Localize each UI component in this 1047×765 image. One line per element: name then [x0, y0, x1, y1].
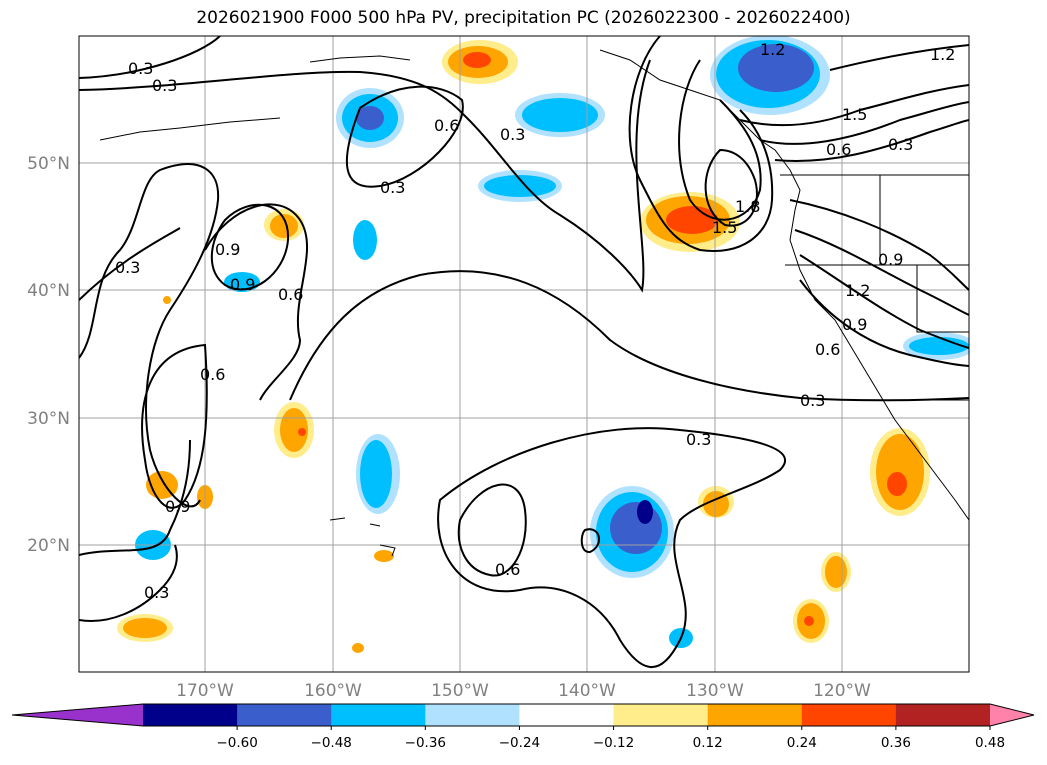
contour-label: 1.8: [735, 197, 760, 216]
contour-label: 0.3: [115, 258, 140, 277]
colorbar-tick-label: −0.12: [593, 735, 634, 751]
contour-label: 0.6: [826, 140, 851, 159]
colorbar-tick-label: −0.60: [216, 735, 257, 751]
contour-label: 0.9: [165, 497, 190, 516]
colorbar-tick-label: 0.36: [881, 735, 911, 751]
colorbar-box: [143, 704, 238, 726]
lon-label: 150°W: [431, 681, 489, 701]
contour-label: 0.3: [128, 59, 153, 78]
contour-label: 0.6: [200, 365, 225, 384]
lon-label: 130°W: [686, 681, 744, 701]
contour-label: 0.6: [278, 285, 303, 304]
colorbar-box: [331, 704, 426, 726]
colorbar-tick-label: −0.36: [405, 735, 446, 751]
lon-label: 140°W: [558, 681, 616, 701]
lat-label: 50°N: [27, 154, 70, 174]
contour-label: 0.3: [500, 125, 525, 144]
contour-label: 0.6: [434, 116, 459, 135]
graticule: [79, 36, 969, 672]
colorbar-outline: [11, 703, 1035, 727]
colorbar-tick-label: −0.48: [311, 735, 352, 751]
contour-label: 0.3: [380, 178, 405, 197]
lat-labels: 50°N 40°N 30°N 20°N: [27, 154, 70, 556]
precip-positive: [117, 40, 930, 653]
contour-label: 0.9: [842, 315, 867, 334]
lat-label: 20°N: [27, 536, 70, 556]
lon-label: 120°W: [813, 681, 871, 701]
colorbar-box: [895, 704, 991, 726]
lon-label: 160°W: [304, 681, 362, 701]
contour-label: 0.3: [152, 76, 177, 95]
contour-label: 0.3: [686, 430, 711, 449]
contour-labels: 0.3 0.3 0.6 0.3 0.3 0.3 0.9 0.6 0.6 0.9 …: [115, 40, 955, 602]
map-frame: [78, 35, 970, 673]
pv-contours: [79, 36, 969, 669]
colorbar-box: [613, 704, 709, 726]
lon-labels: 170°W 160°W 150°W 140°W 130°W 120°W: [176, 681, 871, 701]
colorbar-extend-min: [12, 704, 143, 726]
contour-label: 1.2: [930, 45, 955, 64]
contour-label: 0.9: [230, 275, 255, 294]
colorbar-tick-label: 0.12: [693, 735, 723, 751]
contour-label: 1.5: [842, 105, 867, 124]
colorbar-box: [707, 704, 803, 726]
plot-title: 2026021900 F000 500 hPa PV, precipitatio…: [196, 8, 851, 28]
colorbar: −0.60 −0.48 −0.36 −0.24 −0.12 0.12 0.24 0.36 0.4…: [11, 703, 1035, 751]
contour-label: 1.2: [845, 281, 870, 300]
lat-label: 30°N: [27, 409, 70, 429]
contour-label: 0.3: [800, 391, 825, 410]
contour-label: 0.3: [888, 135, 913, 154]
colorbar-box: [425, 704, 520, 726]
contour-label: 1.2: [760, 40, 785, 59]
map-area: 0.3 0.3 0.6 0.3 0.3 0.3 0.9 0.6 0.6 0.9 …: [79, 36, 969, 672]
precip-negative: [135, 36, 969, 648]
colorbar-tick-label: −0.24: [499, 735, 540, 751]
lon-label: 170°W: [176, 681, 234, 701]
contour-label: 0.9: [878, 250, 903, 269]
lat-label: 40°N: [27, 281, 70, 301]
contour-label: 1.5: [712, 218, 737, 237]
contour-label: 0.3: [144, 583, 169, 602]
colorbar-box: [519, 704, 615, 726]
colorbar-tick-label: 0.48: [975, 735, 1005, 751]
colorbar-extend-max: [990, 704, 1034, 726]
contour-label: 0.6: [495, 560, 520, 579]
colorbar-box: [801, 704, 897, 726]
contour-label: 0.9: [215, 240, 240, 259]
colorbar-box: [237, 704, 332, 726]
colorbar-tick-label: 0.24: [787, 735, 817, 751]
contour-label: 0.6: [815, 340, 840, 359]
